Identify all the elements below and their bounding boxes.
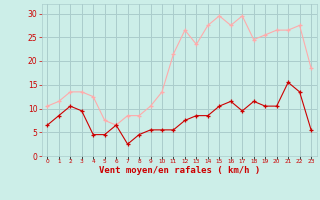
X-axis label: Vent moyen/en rafales ( km/h ): Vent moyen/en rafales ( km/h ) [99,166,260,175]
